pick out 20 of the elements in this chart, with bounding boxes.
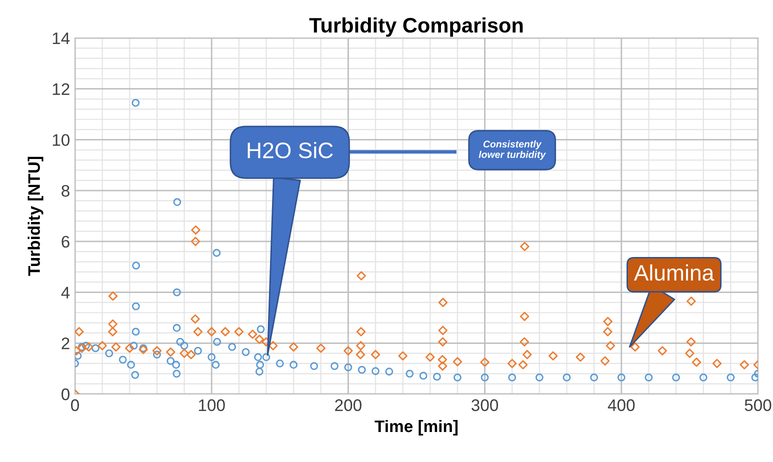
y-tick-label: 12 [52, 83, 70, 95]
chart-title: Turbidity Comparison [309, 17, 523, 37]
y-tick-label: 2 [62, 338, 70, 350]
annotation: Consistently lower turbidity [478, 140, 546, 160]
annotation: Alumina [634, 264, 714, 281]
x-axis-title: Time [min] [374, 420, 458, 436]
y-tick-label: 8 [62, 184, 70, 197]
x-tick-label: 100 [198, 399, 225, 412]
y-tick-label: 4 [61, 286, 70, 298]
y-tick-label: 6 [62, 236, 70, 248]
annotation: H2O SiC [248, 142, 333, 158]
x-tick-label: 400 [608, 399, 635, 412]
x-tick-label: 0 [71, 399, 79, 412]
y-tick-label: 10 [52, 134, 70, 146]
y-tick-label: 14 [52, 32, 70, 44]
y-tick-label: 0 [62, 388, 70, 400]
x-tick-label: 200 [335, 399, 362, 412]
y-axis-title: Turbidity [NTU] [28, 156, 44, 276]
x-tick-label: 500 [744, 399, 772, 412]
x-tick-label: 300 [472, 399, 498, 412]
